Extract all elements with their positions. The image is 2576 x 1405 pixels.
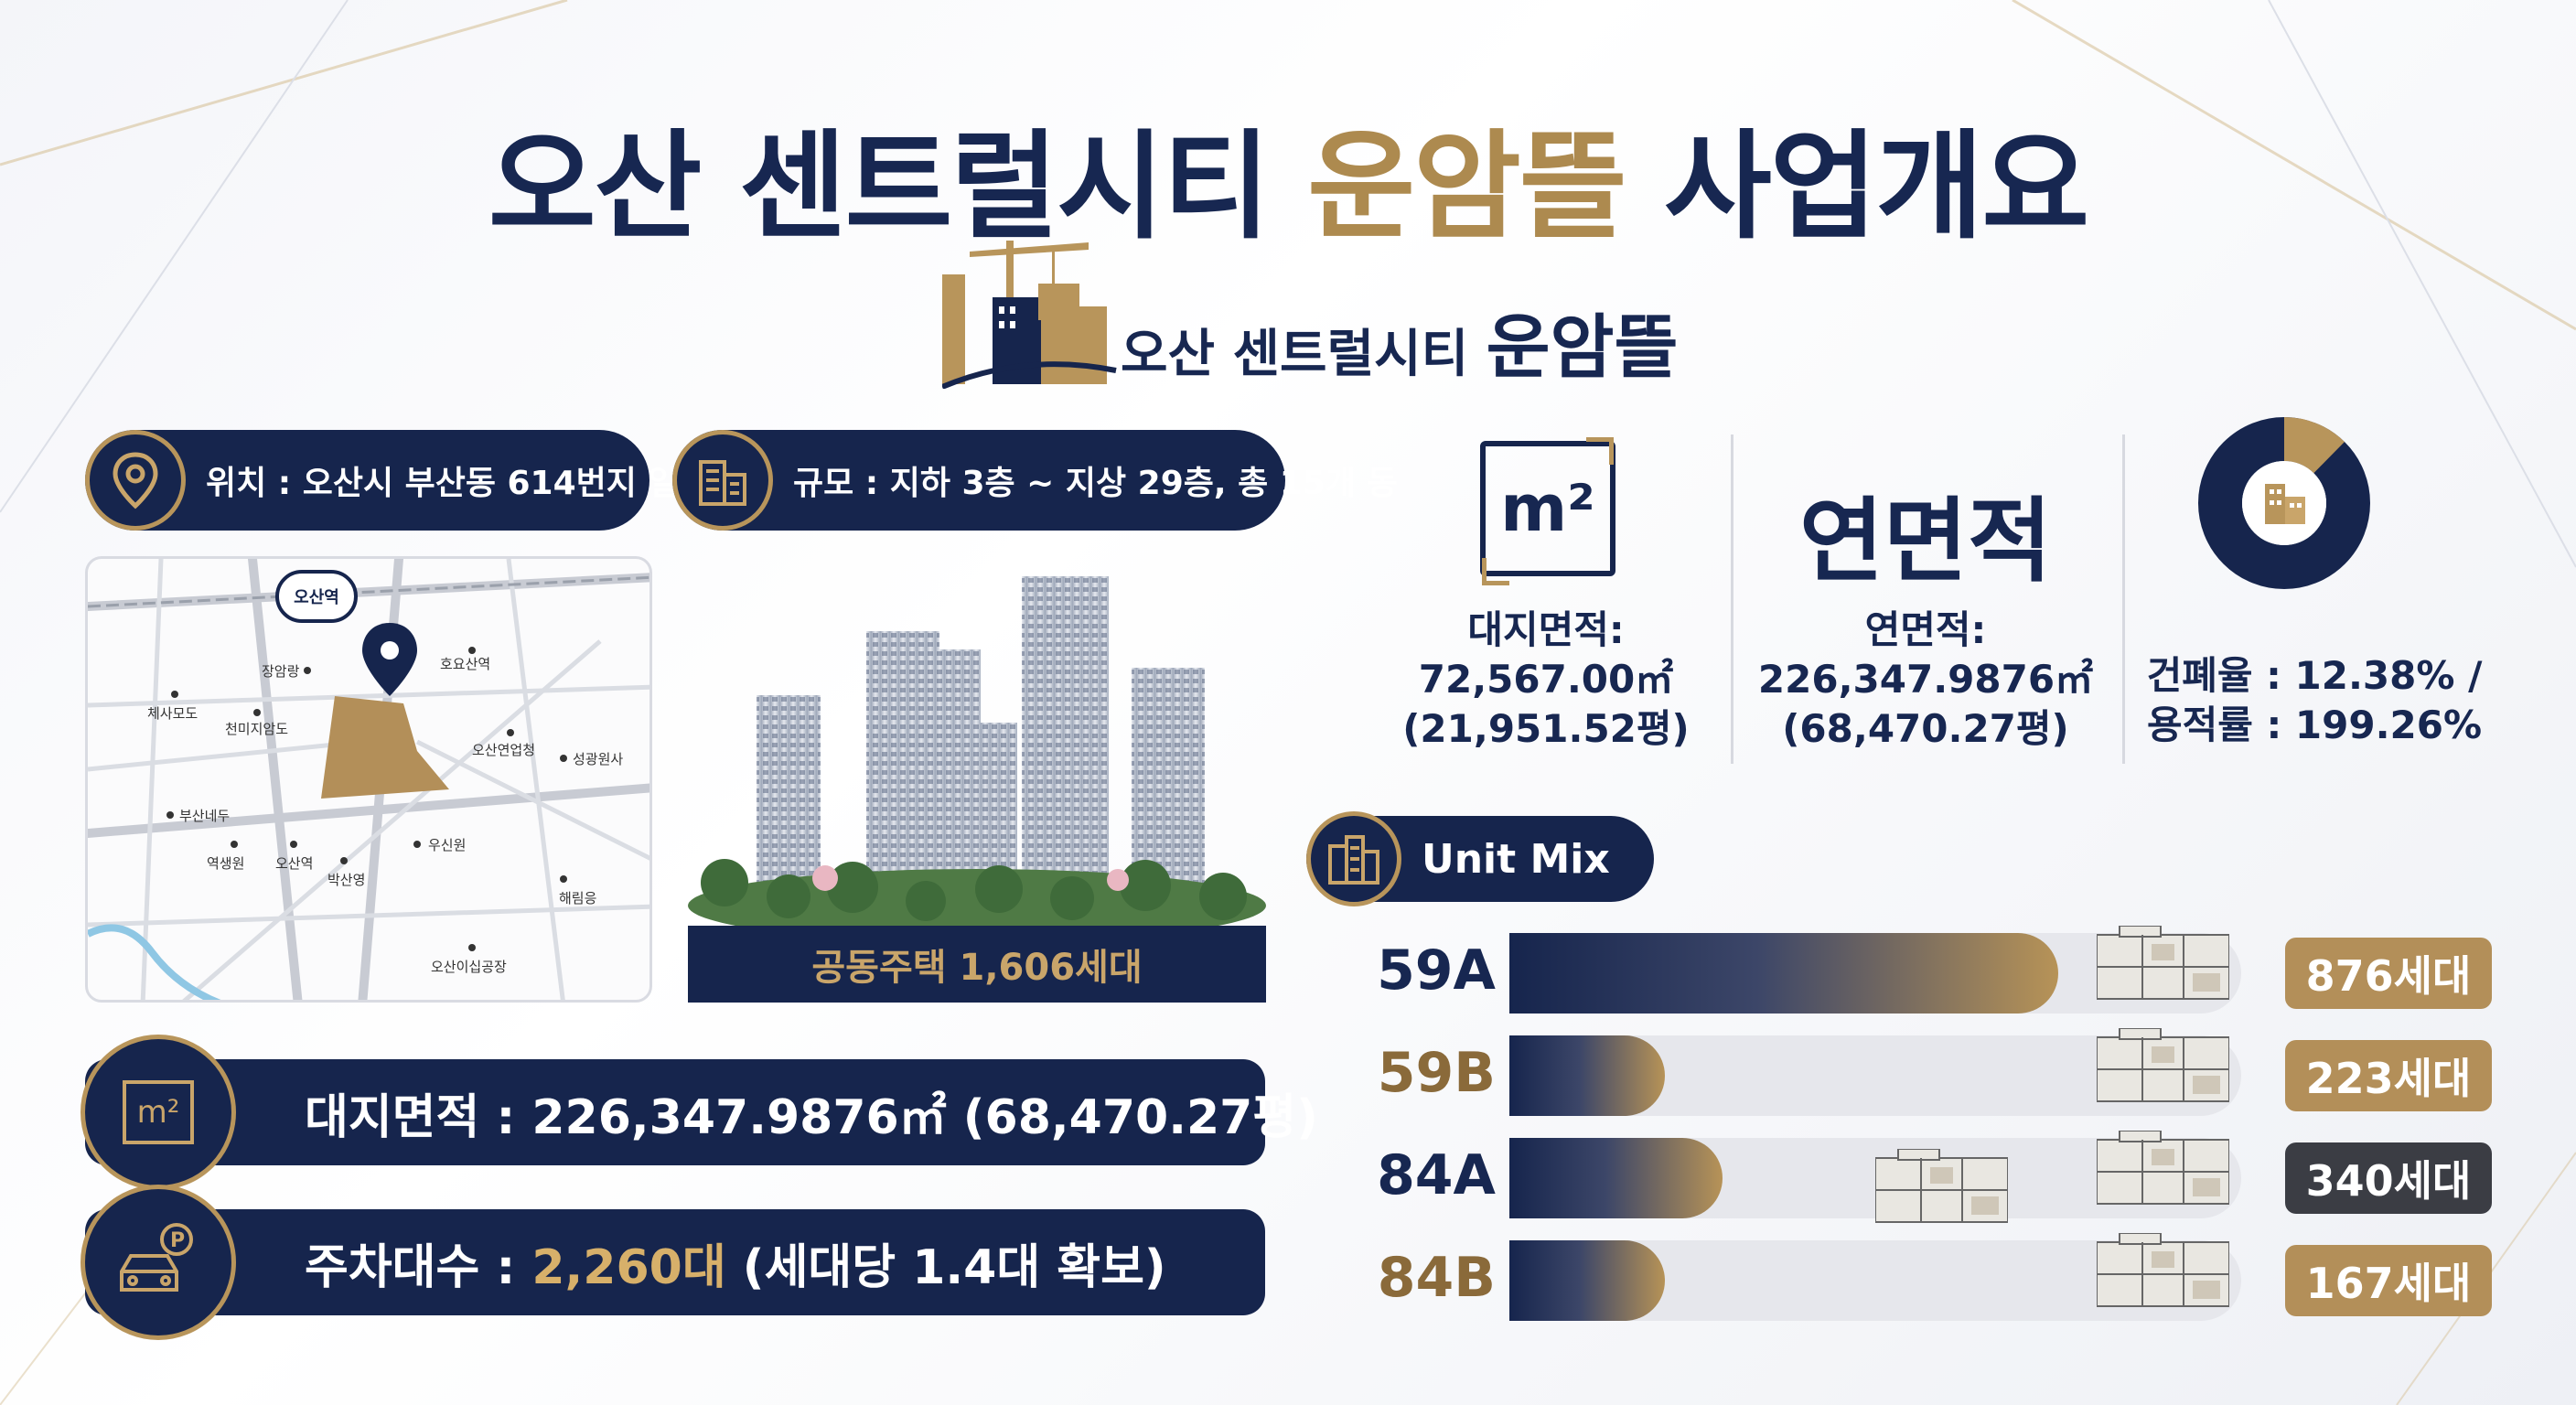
unit-bar-fill (1509, 1138, 1723, 1218)
floor-plan-thumbnail (1875, 1149, 2008, 1223)
map-roads (88, 559, 649, 1000)
unit-count-badge: 340세대 (2285, 1142, 2492, 1214)
construction-crane-logo-icon (942, 241, 1117, 389)
location-map: 오산역 장암랑 호요산역 체사모도 천미지암도 오산연업청 성광원사 부산네두 … (85, 556, 652, 1003)
gfa-stat: 연면적: 226,347.9876㎡ (68,470.27평) (1757, 607, 2094, 751)
unit-bar-fill (1509, 1240, 1665, 1321)
map-label: 오산역 (275, 855, 314, 872)
map-label: 체사모도 (147, 705, 199, 722)
map-label: 박산영 (327, 872, 366, 888)
parking-count: 2,260대 (531, 1239, 726, 1295)
unit-type-label: 84B (1377, 1246, 1496, 1310)
floor-plan-thumbnail (2097, 1131, 2229, 1205)
land-area-bar: m² 대지면적 : 226,347.9876㎡ (68,470.27평) (80, 1035, 1318, 1190)
unit-mix-pill: Unit Mix (1306, 811, 1654, 906)
scale-pill: 규모 : 지하 3층 ~ 지상 29층, 총 15개 동 (672, 430, 1398, 531)
unit-count-badge: 876세대 (2285, 938, 2492, 1009)
logo-text: 오산 센트럴시티 운암뜰 (1121, 306, 1679, 388)
location-text: 위치 : 오산시 부산동 614번지 일원 (206, 465, 709, 502)
scale-text: 규모 : 지하 3층 ~ 지상 29층, 총 15개 동 (793, 465, 1398, 502)
car-parking-icon: P (80, 1185, 236, 1340)
map-label: 부산네두 (179, 808, 231, 824)
site-area-stat: 대지면적: 72,567.00㎡ (21,951.52평) (1402, 607, 1690, 751)
gfa-heading: 연면적 (1799, 488, 2052, 595)
map-label: 역생원 (207, 855, 245, 872)
location-pin-icon (85, 430, 186, 531)
parking-bar: P 주차대수 : 2,260대 (세대당 1.4대 확보) (80, 1185, 1265, 1340)
floor-plan-thumbnail (2097, 1028, 2229, 1102)
map-label: 장암랑 (262, 663, 300, 680)
unit-type-label: 59A (1377, 938, 1496, 1003)
map-label: 성광원사 (573, 751, 624, 767)
area-m2-icon: m² (80, 1035, 236, 1190)
page-title: 오산 센트럴시티 운암뜰 사업개요 (488, 119, 2089, 255)
unit-bar-fill (1509, 1035, 1665, 1116)
land-area-text: 대지면적 : 226,347.9876㎡ (68,470.27평) (305, 1089, 1318, 1145)
unit-count-badge: 167세대 (2285, 1245, 2492, 1316)
map-label: 오산연업청 (472, 742, 536, 758)
map-label: 오산이십공장 (431, 959, 507, 975)
svg-text:P: P (170, 1229, 185, 1252)
title-highlight: 운암뜰 (1307, 119, 1626, 255)
unit-bar-fill (1509, 933, 2058, 1014)
floor-plan-thumbnail (2097, 926, 2229, 1000)
apartment-buildings-illustration (688, 576, 1266, 928)
logo-highlight: 운암뜰 (1486, 306, 1679, 388)
unit-type-label: 84A (1377, 1143, 1496, 1207)
location-pill: 위치 : 오산시 부산동 614번지 일원 (85, 430, 709, 531)
coverage-stat: 건폐율 : 12.38% / 용적률 : 199.26% (2146, 653, 2483, 747)
map-label: 우신원 (428, 837, 467, 853)
unit-count-badge: 223세대 (2285, 1040, 2492, 1111)
unit-type-label: 59B (1377, 1041, 1496, 1105)
coverage-donut-chart (2198, 417, 2370, 589)
floor-plan-thumbnail (2097, 1233, 2229, 1307)
map-label: 해림응 (559, 890, 597, 906)
station-badge: 오산역 (275, 570, 358, 623)
building-icon (672, 430, 773, 531)
housing-banner: 공동주택 1,606세대 (688, 926, 1266, 1003)
building-icon (1306, 811, 1401, 906)
coverage-arc (2282, 417, 2345, 474)
m2-icon: m² (1480, 441, 1615, 576)
map-label: 호요산역 (440, 656, 491, 672)
parking-text: 주차대수 : 2,260대 (세대당 1.4대 확보) (305, 1239, 1166, 1295)
map-label: 천미지암도 (225, 721, 289, 737)
building-icon (2265, 484, 2305, 524)
unit-mix-title: Unit Mix (1422, 835, 1610, 883)
